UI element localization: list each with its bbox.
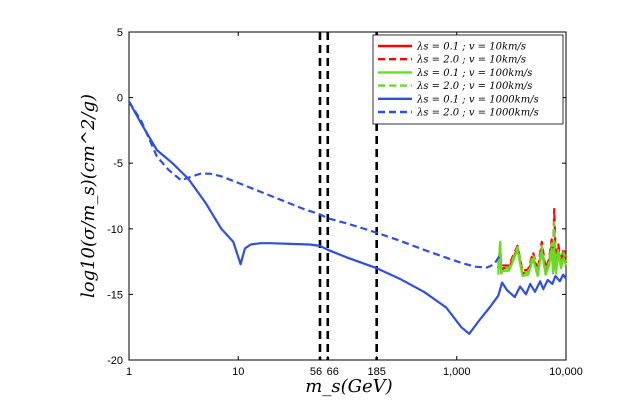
legend-label-1: λs = 0.1 ; v = 10km/s (416, 42, 526, 53)
x-tick-label: 1 (126, 366, 132, 378)
y-axis-ticks: 5 0 -5 -10 -15 -20 (107, 27, 566, 367)
y-tick-label: 0 (117, 93, 123, 105)
x-tick-label: 185 (368, 366, 386, 378)
y-tick-label: 5 (117, 27, 123, 39)
legend: λs = 0.1 ; v = 10km/s λs = 2.0 ; v = 10km… (372, 34, 564, 125)
series-line-5 (128, 100, 567, 335)
legend-label-2: λs = 2.0 ; v = 10km/s (416, 55, 526, 66)
series-line-4 (497, 221, 568, 275)
y-tick-label: -20 (107, 355, 123, 367)
x-tick-label: 66 (327, 366, 339, 378)
x-tick-label: 56 (310, 366, 322, 378)
x-tick-label: 10 (232, 366, 244, 378)
y-tick-label: -10 (107, 224, 123, 236)
legend-label-3: λs = 0.1 ; v = 100km/s (416, 68, 532, 79)
data-series (128, 100, 568, 335)
x-axis-ticks: 1 10 56 66 185 1,000 10,000 (126, 32, 583, 378)
legend-label-4: λs = 2.0 ; v = 100km/s (416, 81, 532, 92)
x-tick-label: 10,000 (549, 366, 583, 378)
y-tick-label: -5 (113, 158, 123, 170)
x-tick-label: 1,000 (443, 366, 471, 378)
legend-box (372, 34, 564, 125)
series-line-6 (128, 100, 503, 269)
x-axis-label: m_s(GeV) (305, 376, 392, 397)
y-axis-label: log10(σ/m_s)(cm^2/g) (78, 94, 99, 298)
legend-label-5: λs = 0.1 ; v = 1000km/s (416, 94, 539, 105)
legend-label-6: λs = 2.0 ; v = 1000km/s (416, 108, 539, 119)
y-tick-label: -15 (107, 289, 123, 301)
